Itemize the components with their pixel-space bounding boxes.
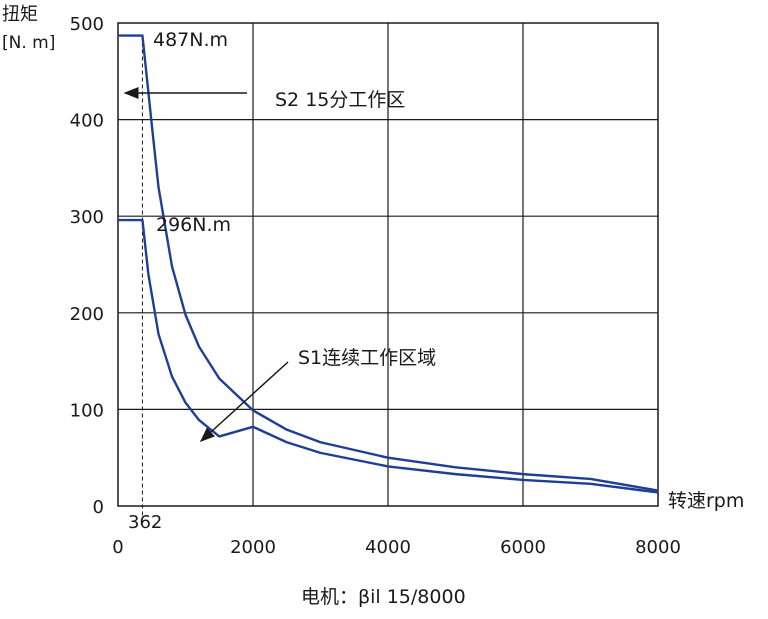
axes: 0 2000 4000 6000 8000 0 100 200 300 400 500: [70, 14, 681, 558]
s1-region-label: S1连续工作区域: [298, 347, 436, 369]
series: [118, 34, 659, 494]
s1-region-arrow: [199, 361, 289, 443]
y-axis-label-line2: [N. m]: [2, 33, 55, 53]
y-tick-label: 200: [70, 304, 104, 325]
chart-caption: 电机：βil 15/8000: [301, 586, 466, 608]
grid: [117, 22, 659, 507]
x-tick-label: 2000: [230, 537, 276, 558]
peak-label-s2: 487N.m: [153, 29, 228, 51]
y-tick-label: 400: [70, 111, 104, 132]
x-axis-label: 转速rpm: [668, 490, 744, 512]
labels: 扭矩 [N. m] 转速rpm 电机：βil 15/8000 487N.m 29…: [2, 4, 744, 608]
y-axis-label-line1: 扭矩: [2, 4, 38, 25]
x-tick-label: 8000: [635, 537, 681, 558]
x-tick-label: 0: [112, 537, 123, 558]
series-line-2: [118, 218, 659, 494]
y-tick-label: 0: [93, 497, 104, 518]
y-tick-label: 500: [70, 14, 104, 35]
peak-label-s1: 296N.m: [156, 214, 231, 236]
s2-region-label: S2 15分工作区: [275, 89, 405, 111]
x-marker-label: 362: [128, 512, 162, 533]
y-tick-label: 300: [70, 207, 104, 228]
y-tick-label: 100: [70, 400, 104, 421]
x-tick-label: 4000: [365, 537, 411, 558]
x-tick-label: 6000: [500, 537, 546, 558]
series-line-1: [118, 34, 659, 492]
